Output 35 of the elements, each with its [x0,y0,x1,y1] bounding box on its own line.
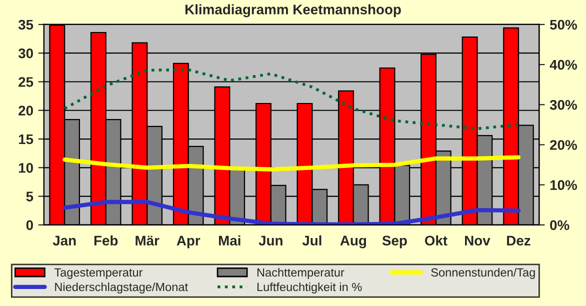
x-tick-label: Jul [302,235,322,246]
legend-label: Nachttemperatur [257,268,344,279]
x-tick-label: Okt [424,235,448,246]
y-tick-label: 10 [18,162,33,173]
line-series [62,155,521,172]
y2-tick-label: 30% [550,100,577,110]
y2-tick-label: 20% [550,140,577,150]
y-tick-label: 30 [18,48,33,58]
x-tick-label: Nov [465,236,490,246]
legend-label: Luftfeuchtigkeit in % [257,282,362,294]
y2-tick-label: 10% [550,180,577,190]
x-tick-label: Jun [258,236,282,246]
y2-tick-label: 0% [550,220,570,230]
y2-tick-label: 50% [550,20,577,30]
y-tick-label: 20 [18,106,33,116]
y-tick-label: 15 [18,134,34,144]
x-tick-label: Jan [52,236,76,246]
line-series [63,68,520,130]
legend-label: Sonnenstunden/Tag [431,268,535,279]
x-tick-label: Mai [218,235,240,246]
x-tick-label: Mär [136,236,160,246]
chart-title: Klimadiagramm Keetmannshoop [186,4,401,18]
y-tick-label: 35 [18,20,34,30]
y-tick-label: 25 [18,77,34,87]
x-tick-label: Sep [382,236,407,248]
x-tick-label: Dez [507,236,530,246]
line-series [62,200,521,225]
x-tick-label: Feb [94,235,118,246]
x-tick-label: Apr [176,236,200,248]
legend-label: Tagestemperatur [54,268,143,279]
y2-tick-label: 40% [550,60,577,70]
x-tick-label: Aug [340,236,366,248]
y-tick-label: 0 [26,220,33,230]
legend-label: Niederschlagstage/Monat [55,282,188,294]
y-tick-label: 5 [26,192,34,202]
